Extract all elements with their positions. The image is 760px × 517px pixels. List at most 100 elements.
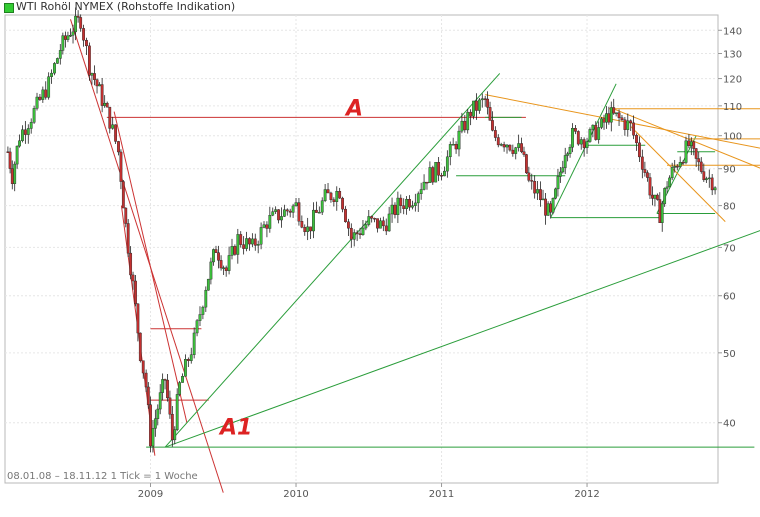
candle-body (153, 418, 157, 429)
candle-body (425, 181, 429, 184)
candle-body (326, 189, 330, 194)
candle-body (544, 198, 547, 216)
candle-body (585, 141, 589, 148)
candle-body (173, 429, 177, 441)
candle-body (335, 191, 339, 202)
candle-body (445, 156, 449, 172)
candle-body (121, 181, 125, 209)
candle-body (651, 194, 654, 199)
candle-body (309, 226, 312, 232)
candle-body (239, 234, 243, 245)
candle-body (379, 220, 382, 229)
candle-body (620, 117, 624, 120)
candle-body (85, 39, 88, 47)
candle-body (480, 98, 484, 101)
trendline (485, 94, 760, 149)
candle-body (416, 193, 420, 204)
candle-body (312, 209, 315, 232)
candle-body (224, 267, 228, 271)
candle-body (314, 209, 318, 213)
candle-body (149, 404, 152, 447)
candle-body (66, 35, 70, 40)
date-range-footer: 08.01.08 – 18.11.12 1 Tick = 1 Woche (7, 471, 198, 482)
candle-body (108, 106, 112, 129)
candle-body (617, 112, 621, 118)
candle-body (175, 394, 179, 430)
candle-body (44, 89, 48, 98)
candle-body (632, 122, 636, 136)
candle-body (689, 141, 693, 146)
candle-body (556, 176, 560, 190)
candle-body (713, 187, 717, 191)
candle-body (477, 99, 481, 111)
candle-body (539, 189, 542, 201)
candle-body (451, 144, 455, 146)
candle-body (505, 144, 509, 148)
candle-body (413, 202, 417, 206)
candle-body (355, 232, 359, 234)
candle-body (320, 200, 324, 213)
candle-body (402, 205, 406, 209)
candle-body (638, 142, 641, 158)
x-axis: 2009 2010 2011 2012 (138, 483, 600, 500)
candle-body (189, 354, 193, 361)
candle-body (126, 223, 130, 254)
candle-body (262, 224, 266, 228)
candle-body (643, 169, 647, 173)
candle-body (499, 144, 503, 146)
candle-body (129, 252, 133, 276)
candle-body (675, 166, 679, 168)
candle-body (668, 177, 672, 188)
candle-body (23, 129, 27, 135)
annotation-label: A (344, 96, 363, 121)
candle-body (419, 189, 423, 194)
candle-body (367, 216, 371, 225)
candle-body (520, 143, 523, 152)
candle-body (184, 359, 187, 377)
y-tick-label: 120 (723, 75, 742, 86)
candle-body (288, 210, 292, 213)
candle-body (87, 45, 91, 76)
x-tick-label: 2009 (138, 489, 163, 500)
candle-body (105, 102, 109, 108)
candle-body (707, 177, 711, 180)
candle-body (710, 177, 714, 191)
candle-body (684, 140, 688, 163)
candle-body (26, 128, 30, 135)
candle-body (15, 145, 19, 165)
candle-body (256, 244, 260, 246)
candle-body (76, 15, 80, 18)
candle-body (408, 199, 411, 208)
candle-body (35, 96, 39, 109)
candle-body (38, 96, 42, 100)
candle-body (434, 162, 438, 183)
candle-body (61, 35, 65, 51)
candle-body (594, 124, 598, 140)
candle-body (170, 413, 174, 441)
candle-body (551, 198, 555, 213)
candle-body (525, 154, 528, 174)
candle-body (496, 137, 500, 146)
candle-body (259, 227, 263, 245)
candle-body (141, 360, 145, 374)
candle-body (563, 155, 567, 168)
candle-body (517, 143, 521, 148)
candle-body (493, 130, 497, 138)
candle-body (576, 131, 580, 145)
candle-body (161, 379, 165, 393)
candle-body (658, 199, 662, 223)
candle-body (605, 113, 608, 123)
candle-body (352, 232, 356, 240)
candle-body (376, 218, 379, 229)
candle-body (653, 194, 657, 199)
candle-body (655, 194, 659, 200)
candle-body (131, 274, 135, 282)
candle-body (198, 314, 202, 321)
candle-body (358, 233, 362, 235)
candle-body (134, 280, 137, 305)
candle-body (119, 151, 123, 182)
x-tick-label: 2011 (429, 489, 454, 500)
candle-body (285, 209, 289, 212)
candle-body (697, 158, 701, 163)
candle-body (488, 107, 492, 121)
